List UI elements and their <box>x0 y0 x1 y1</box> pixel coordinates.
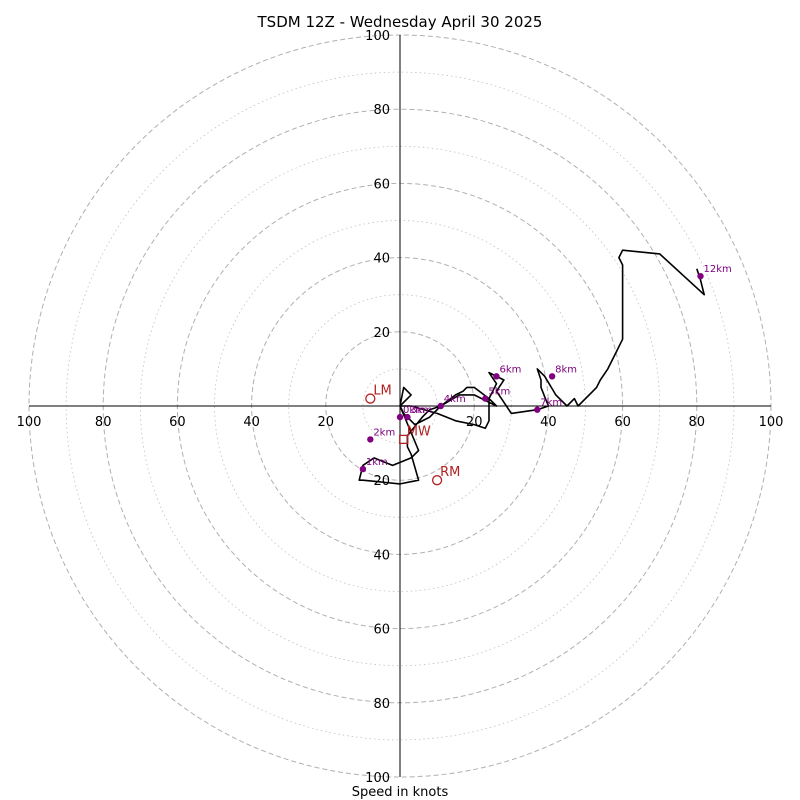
axis-ticks: 100 80 60 40 20 20 40 60 80 100100806040202040608… <box>17 29 784 786</box>
height-marker-label: 3km <box>410 405 432 416</box>
x-tick-label: 80 <box>95 415 112 430</box>
x-tick-label: 100 <box>17 415 42 430</box>
x-tick-label: 80 <box>689 415 706 430</box>
height-marker-dot <box>359 465 367 473</box>
mean-wind-marker <box>399 434 409 445</box>
x-tick-label: 20 <box>318 415 335 430</box>
x-axis-label: Speed in knots <box>352 785 449 800</box>
height-marker-dot <box>437 402 445 410</box>
storm-motion-label: LM <box>373 384 391 399</box>
height-marker-label: 4km <box>444 394 466 405</box>
height-marker-dot <box>548 373 556 380</box>
height-marker-label: 0km <box>403 405 425 416</box>
height-marker-label: 2km <box>373 427 395 438</box>
storm-motion-markers: LM RM MW <box>365 384 460 486</box>
height-marker-dot <box>482 395 489 402</box>
chart-title: TSDM 12Z - Wednesday April 30 2025 <box>257 13 543 31</box>
storm-motion-label: MW <box>407 424 431 439</box>
x-tick-label: 20 <box>466 415 483 430</box>
height-marker-dot <box>493 373 500 380</box>
height-marker-label: 5km <box>488 387 510 398</box>
x-tick-label: 40 <box>540 415 557 430</box>
height-marker-dot <box>396 413 404 421</box>
storm-motion-marker <box>365 393 376 404</box>
height-marker-label: 1km <box>366 457 388 468</box>
storm-motion-label: RM <box>440 465 460 480</box>
height-marker-dot <box>367 436 374 443</box>
height-marker-label: 7km <box>540 398 562 409</box>
height-marker-dot <box>404 413 411 421</box>
height-marker-label: 12km <box>704 264 732 275</box>
y-tick-label: 40 <box>373 252 390 267</box>
y-tick-label: 60 <box>373 623 390 638</box>
storm-motion-marker <box>431 475 443 486</box>
x-tick-label: 60 <box>614 415 631 430</box>
x-tick-label: 60 <box>169 415 186 430</box>
height-marker-dot <box>697 272 704 280</box>
y-tick-label: 40 <box>373 548 390 563</box>
x-tick-label: 100 <box>759 415 784 430</box>
y-tick-label: 80 <box>373 697 390 712</box>
height-marker-dot <box>534 406 541 413</box>
hodograph-line <box>358 249 706 485</box>
y-tick-label: 100 <box>365 771 390 786</box>
hodograph-trace <box>358 249 706 485</box>
height-marker-label: 8km <box>555 364 577 375</box>
y-tick-label: 60 <box>373 177 390 192</box>
y-tick-label: 100 <box>365 29 390 44</box>
x-tick-label: 40 <box>243 415 260 430</box>
y-tick-label: 80 <box>373 103 390 118</box>
height-marker-label: 6km <box>499 364 521 375</box>
height-markers: 0km 1km 2km 3km 4km 5km 6km 7km 8km 12km <box>359 264 732 473</box>
y-tick-label: 20 <box>373 326 390 341</box>
